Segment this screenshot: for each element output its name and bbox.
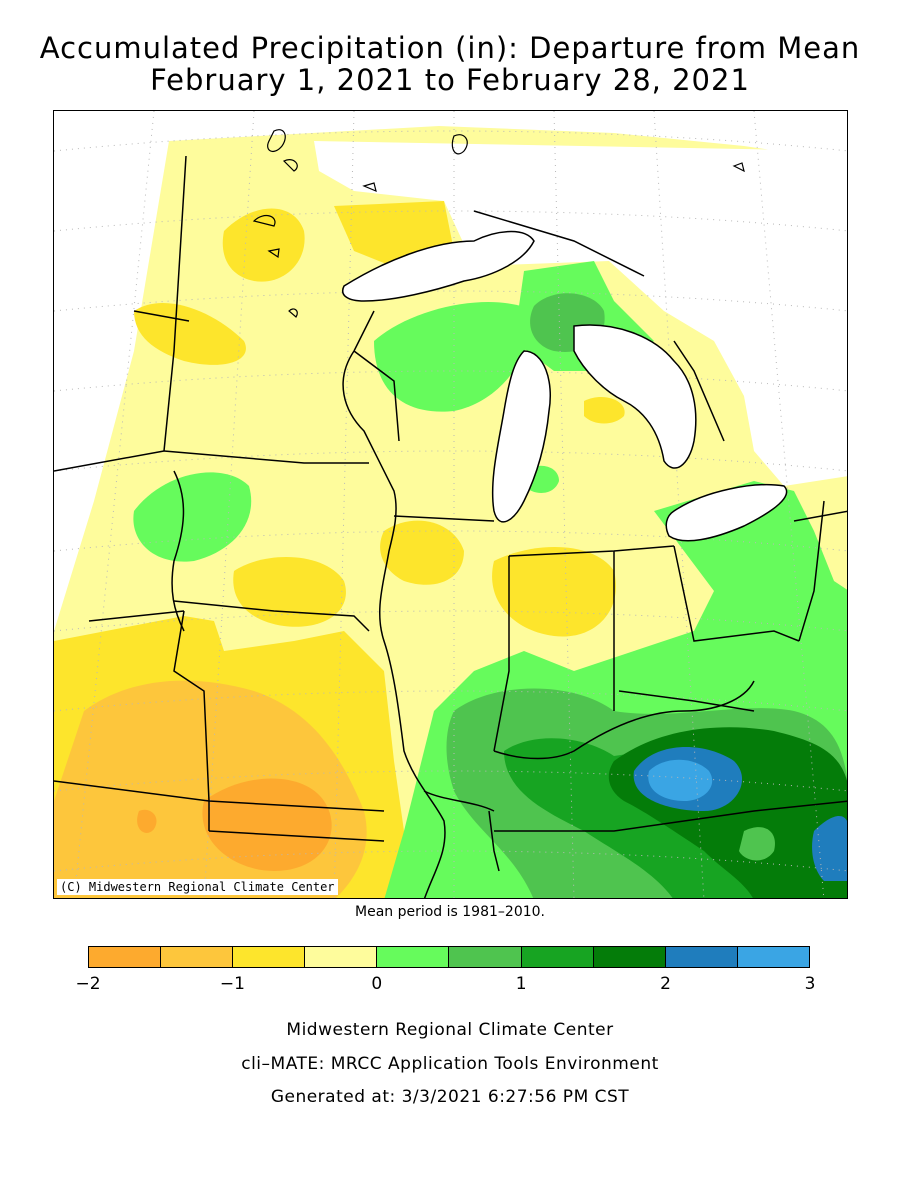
zone-yellow-mn <box>222 208 305 282</box>
graticule <box>54 111 847 898</box>
zone-green-ia <box>133 472 252 562</box>
zone-green-se-light <box>739 827 775 861</box>
zone-yellow-mi <box>584 396 625 424</box>
legend-tick-label: −1 <box>219 974 245 994</box>
legend-swatch-2 <box>233 947 306 967</box>
lake-michigan <box>491 350 551 523</box>
mean-period-note: Mean period is 1981–2010. <box>355 904 545 920</box>
zone-darkorange-sw <box>202 778 332 871</box>
state-borders <box>54 155 847 842</box>
lake-erie <box>665 483 788 542</box>
legend-swatch-4 <box>377 947 450 967</box>
legend-swatch-6 <box>521 947 594 967</box>
legend-swatch-3 <box>305 947 378 967</box>
footer-organization: Midwestern Regional Climate Center <box>286 1020 614 1040</box>
legend-tick-label: 3 <box>804 974 816 994</box>
great-lakes <box>342 230 788 542</box>
footer-tool-name: cli–MATE: MRCC Application Tools Environ… <box>241 1054 659 1074</box>
zone-green-wi <box>374 302 534 412</box>
legend-swatch-0 <box>89 947 162 967</box>
rivers <box>171 350 755 898</box>
zone-yellow-nd <box>134 302 246 365</box>
legend-swatch-1 <box>161 947 234 967</box>
lake-huron <box>573 324 697 469</box>
legend-color-bar <box>88 946 810 968</box>
zone-yellow-il <box>380 520 464 585</box>
legend-swatch-8 <box>665 947 738 967</box>
map-title: Accumulated Precipitation (in): Departur… <box>39 31 861 65</box>
no-data-area <box>314 141 847 486</box>
legend-swatch-7 <box>593 947 666 967</box>
lake-superior <box>342 230 535 302</box>
map-canvas <box>54 111 847 898</box>
legend-tick-label: 1 <box>515 974 527 994</box>
footer-generated-time: Generated at: 3/3/2021 6:27:56 PM CST <box>270 1087 630 1107</box>
map-date-range: February 1, 2021 to February 28, 2021 <box>150 63 750 97</box>
zone-yellow-in <box>492 547 616 637</box>
precipitation-departure-map: (C) Midwestern Regional Climate Center <box>53 110 848 899</box>
legend-swatch-9 <box>737 947 809 967</box>
zone-darkorange-spot <box>137 809 157 833</box>
legend-tick-label: −2 <box>75 974 101 994</box>
color-legend: −2 −1 0 1 2 3 <box>75 946 815 1006</box>
coast-detail <box>252 129 745 318</box>
copyright-notice: (C) Midwestern Regional Climate Center <box>57 879 338 895</box>
legend-tick-label: 0 <box>371 974 383 994</box>
legend-swatch-5 <box>449 947 522 967</box>
legend-tick-label: 2 <box>660 974 671 994</box>
